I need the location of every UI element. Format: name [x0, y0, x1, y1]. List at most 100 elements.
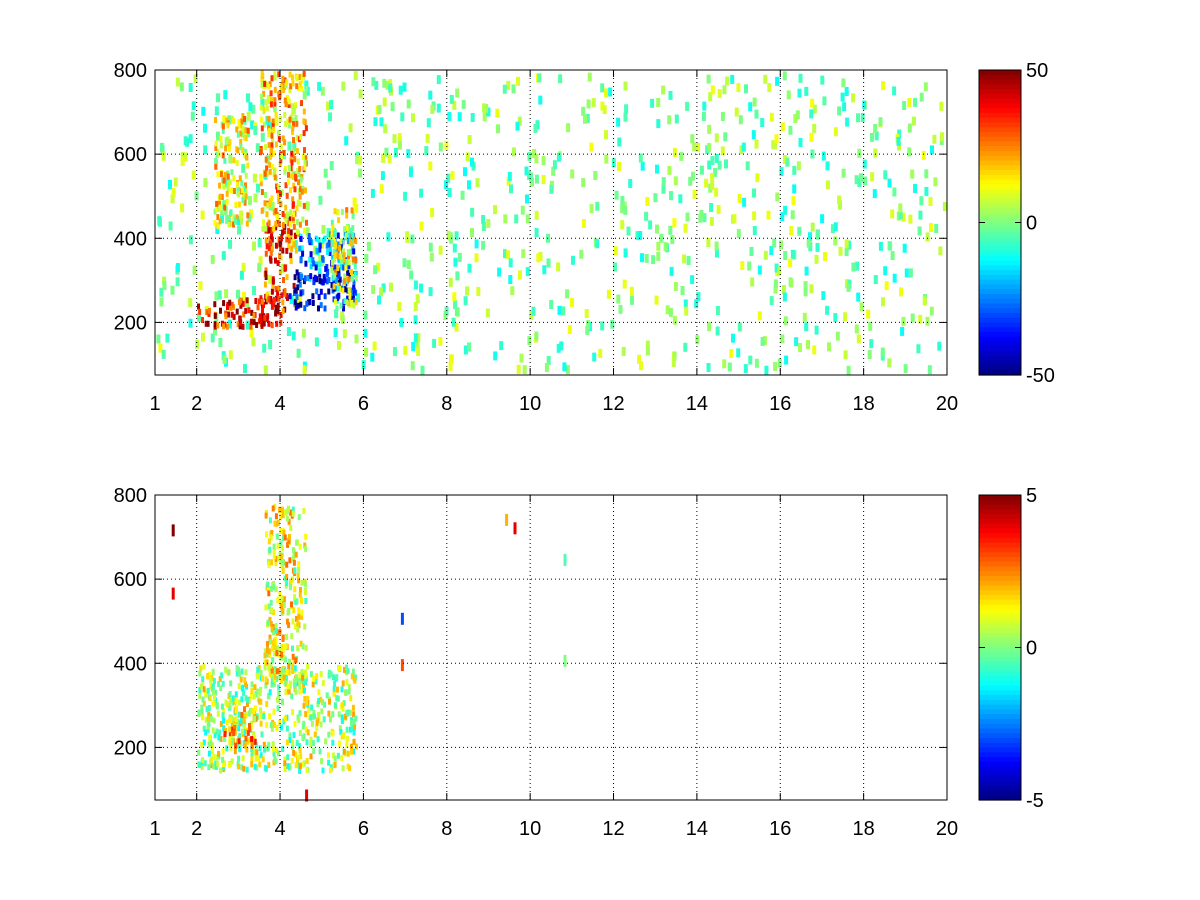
heatmap-cell — [898, 203, 903, 213]
heatmap-cell — [266, 647, 269, 653]
heatmap-cell — [331, 255, 334, 262]
heatmap-cell — [194, 191, 199, 201]
heatmap-cell — [211, 668, 215, 675]
heatmap-cell — [837, 106, 842, 116]
heatmap-cell — [497, 267, 502, 277]
colorbar-step — [979, 179, 1021, 185]
colorbar-step — [979, 217, 1021, 224]
heatmap-cell — [333, 755, 337, 762]
heatmap-cell — [268, 517, 272, 524]
heatmap-cell — [291, 117, 295, 124]
heatmap-cell — [269, 586, 273, 592]
heatmap-cell — [225, 745, 229, 752]
heatmap-cell — [363, 310, 368, 320]
colorbar-step — [979, 198, 1021, 205]
colorbar-step — [979, 184, 1021, 190]
heatmap-cell — [840, 92, 845, 102]
heatmap-cell — [803, 287, 808, 297]
heatmap-cell — [205, 706, 209, 713]
heatmap-cell — [227, 180, 231, 187]
heatmap-cell — [752, 97, 757, 107]
heatmap-cell — [275, 533, 279, 540]
x-tick-label: 1 — [149, 818, 160, 840]
heatmap-cell — [352, 302, 356, 309]
heatmap-cell — [265, 211, 269, 218]
heatmap-cell — [559, 341, 564, 351]
colorbar-step — [979, 293, 1021, 300]
heatmap-cell — [918, 314, 923, 324]
heatmap-cell — [245, 320, 250, 330]
heatmap-cell — [275, 668, 279, 675]
heatmap-cell — [288, 658, 291, 665]
heatmap-cell — [271, 123, 275, 130]
heatmap-cell — [316, 736, 320, 743]
heatmap-cell — [244, 735, 248, 742]
heatmap-cell — [197, 749, 201, 756]
heatmap-cell — [276, 696, 279, 703]
heatmap-cell — [270, 678, 274, 685]
heatmap-cell — [919, 196, 924, 206]
heatmap-cell — [321, 699, 325, 706]
heatmap-cell — [345, 207, 349, 214]
heatmap-cell — [769, 296, 774, 306]
heatmap-cell — [465, 152, 470, 162]
heatmap-cell — [347, 688, 351, 695]
heatmap-cell — [260, 81, 264, 88]
heatmap-cell — [165, 333, 170, 343]
heatmap-cell — [276, 596, 280, 603]
colorbar-step — [979, 676, 1021, 682]
heatmap-cell — [294, 688, 298, 695]
colorbar-step — [979, 528, 1021, 534]
heatmap-cell — [354, 238, 358, 245]
heatmap-cell — [351, 296, 356, 306]
heatmap-cell — [304, 80, 309, 90]
heatmap-cell — [303, 305, 307, 312]
heatmap-cell — [892, 273, 897, 283]
heatmap-cell — [339, 253, 343, 260]
heatmap-cell — [382, 78, 387, 88]
heatmap-cell — [257, 755, 261, 761]
heatmap-cell — [293, 597, 297, 604]
heatmap-cell — [338, 740, 342, 747]
colorbar-step — [979, 141, 1021, 147]
heatmap-cell — [291, 510, 295, 517]
heatmap-cell — [168, 221, 173, 231]
heatmap-cell — [402, 258, 407, 268]
heatmap-cell — [432, 338, 437, 348]
heatmap-cell — [235, 214, 239, 221]
heatmap-cell — [314, 235, 318, 242]
heatmap-cell — [291, 663, 295, 670]
heatmap-cell — [326, 101, 330, 111]
heatmap-cell — [446, 230, 451, 240]
heatmap-cell — [475, 178, 480, 188]
colorbar-step — [979, 637, 1021, 644]
colorbar-step — [979, 222, 1021, 228]
heatmap-cell — [259, 686, 263, 693]
heatmap-cell — [213, 321, 217, 328]
heatmap-cell — [249, 720, 253, 727]
heatmap-cell — [287, 164, 291, 171]
heatmap-cell — [293, 156, 297, 163]
heatmap-cell — [815, 242, 820, 252]
heatmap-cell — [232, 118, 236, 125]
heatmap-cell — [259, 104, 263, 111]
heatmap-cell — [346, 763, 350, 770]
heatmap-cell — [261, 307, 264, 314]
heatmap-cell — [248, 723, 251, 729]
heatmap-cell — [277, 220, 281, 227]
heatmap-cell — [373, 117, 378, 127]
heatmap-cell — [908, 268, 913, 278]
heatmap-cell — [341, 81, 346, 91]
heatmap-cell — [298, 200, 302, 207]
heatmap-cell — [403, 345, 408, 355]
heatmap-cell — [243, 199, 247, 206]
colorbar-step — [979, 566, 1021, 572]
heatmap-cell — [303, 159, 307, 166]
heatmap-cell — [333, 298, 337, 305]
heatmap-cell — [267, 561, 271, 568]
heatmap-cell — [453, 257, 458, 267]
heatmap-cell — [230, 169, 234, 176]
heatmap-cell — [600, 321, 605, 331]
heatmap-cell — [751, 130, 756, 140]
heatmap-cell — [261, 675, 265, 682]
